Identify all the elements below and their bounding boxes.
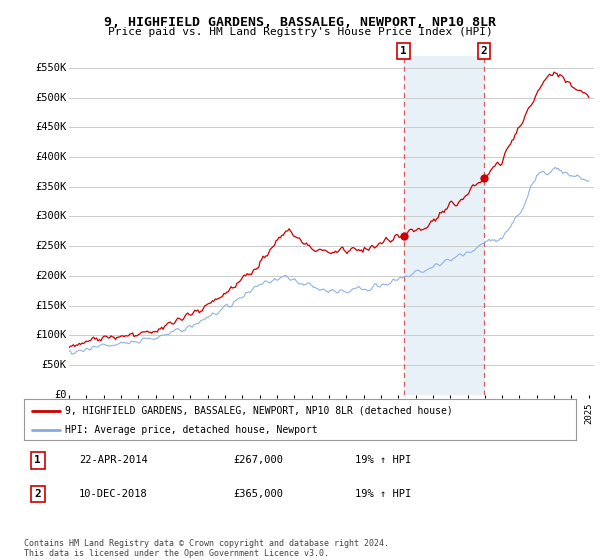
Text: 22-APR-2014: 22-APR-2014 (79, 455, 148, 465)
Text: 2: 2 (34, 489, 41, 499)
Text: £267,000: £267,000 (234, 455, 284, 465)
Text: £50K: £50K (41, 360, 67, 370)
Text: 9, HIGHFIELD GARDENS, BASSALEG, NEWPORT, NP10 8LR: 9, HIGHFIELD GARDENS, BASSALEG, NEWPORT,… (104, 16, 496, 29)
Text: £400K: £400K (35, 152, 67, 162)
Text: £100K: £100K (35, 330, 67, 340)
Text: £0: £0 (54, 390, 67, 400)
Text: £200K: £200K (35, 271, 67, 281)
Text: 2: 2 (481, 46, 487, 56)
Text: 19% ↑ HPI: 19% ↑ HPI (355, 455, 412, 465)
Text: £250K: £250K (35, 241, 67, 251)
Text: 1: 1 (400, 46, 407, 56)
Text: 10-DEC-2018: 10-DEC-2018 (79, 489, 148, 499)
Text: £450K: £450K (35, 122, 67, 132)
Text: 1: 1 (34, 455, 41, 465)
Text: Price paid vs. HM Land Registry's House Price Index (HPI): Price paid vs. HM Land Registry's House … (107, 27, 493, 37)
Text: 19% ↑ HPI: 19% ↑ HPI (355, 489, 412, 499)
Text: £500K: £500K (35, 92, 67, 102)
Text: Contains HM Land Registry data © Crown copyright and database right 2024.
This d: Contains HM Land Registry data © Crown c… (24, 539, 389, 558)
Bar (404, 56, 484, 395)
Text: HPI: Average price, detached house, Newport: HPI: Average price, detached house, Newp… (65, 424, 318, 435)
Text: £300K: £300K (35, 212, 67, 222)
Text: £365,000: £365,000 (234, 489, 284, 499)
Text: £150K: £150K (35, 301, 67, 311)
Text: £350K: £350K (35, 182, 67, 192)
Text: £550K: £550K (35, 63, 67, 73)
Text: 9, HIGHFIELD GARDENS, BASSALEG, NEWPORT, NP10 8LR (detached house): 9, HIGHFIELD GARDENS, BASSALEG, NEWPORT,… (65, 405, 453, 416)
